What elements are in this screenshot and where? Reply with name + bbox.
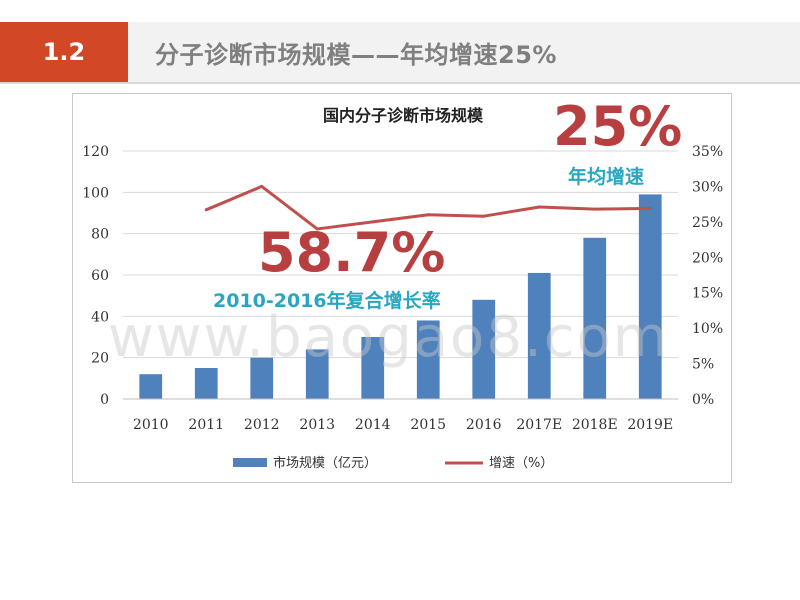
y-right-tick-label: 5% xyxy=(692,357,714,373)
y-right-tick-label: 10% xyxy=(692,321,723,337)
y-left-tick-label: 20 xyxy=(91,351,109,367)
growth-point-2018E xyxy=(593,207,597,211)
legend-line-label: 增速（%） xyxy=(489,456,553,471)
chart-frame: 国内分子诊断市场规模 0 20 40 60 80 100 120 0% 5% 10% 15% 20%… xyxy=(72,93,732,483)
y-left-tick-label: 0 xyxy=(100,392,109,408)
section-number: 1.2 xyxy=(0,22,128,82)
x-tick-label: 2018E xyxy=(572,417,618,433)
growth-label: 年均增速 xyxy=(568,166,645,188)
y-left-tick-label: 60 xyxy=(91,268,109,284)
growth-point-2014 xyxy=(371,220,375,224)
growth-point-2011 xyxy=(204,208,208,212)
y-left-tick-label: 100 xyxy=(82,185,109,201)
x-tick-label: 2013 xyxy=(299,417,335,433)
y-right-tick-label: 15% xyxy=(692,286,723,302)
y-right-tick-label: 30% xyxy=(692,179,723,195)
bar-2017E xyxy=(527,272,551,399)
x-tick-label: 2015 xyxy=(410,417,446,433)
growth-point-2016 xyxy=(482,214,486,218)
growth-point-2013 xyxy=(315,227,319,231)
x-axis: 2010 2011 2012 2013 2014 2015 2016 2017E 2018E 20… xyxy=(123,398,678,433)
y-right-tick-label: 0% xyxy=(692,392,714,408)
x-tick-label: 2016 xyxy=(466,417,502,433)
x-tick-label: 2014 xyxy=(355,417,391,433)
header-divider xyxy=(0,82,800,84)
x-tick-label: 2011 xyxy=(188,417,224,433)
bar-2015 xyxy=(416,320,440,399)
line-series xyxy=(204,184,652,231)
bar-series xyxy=(139,194,662,399)
bar-2016 xyxy=(472,299,496,399)
bar-2013 xyxy=(305,349,329,399)
growth-value: 25% xyxy=(553,95,683,158)
bar-2011 xyxy=(194,368,218,399)
bar-2012 xyxy=(250,357,274,399)
y-left-tick-label: 120 xyxy=(82,144,109,160)
y-left-tick-label: 40 xyxy=(91,309,109,325)
y-right-tick-label: 20% xyxy=(692,250,723,266)
legend: 市场规模（亿元） 增速（%） xyxy=(233,455,553,471)
growth-point-2012 xyxy=(260,184,264,188)
cagr-value: 58.7% xyxy=(258,221,446,284)
bar-2018E xyxy=(583,237,607,399)
y-right-tick-label: 35% xyxy=(692,144,723,160)
x-tick-label: 2017E xyxy=(516,417,562,433)
growth-point-2015 xyxy=(426,213,430,217)
x-tick-label: 2012 xyxy=(244,417,280,433)
x-tick-label: 2019E xyxy=(627,417,673,433)
y-right-tick-label: 25% xyxy=(692,215,723,231)
y-axis-right: 0% 5% 10% 15% 20% 25% 30% 35% xyxy=(692,144,723,408)
combo-chart: 国内分子诊断市场规模 0 20 40 60 80 100 120 0% 5% 10% 15% 20%… xyxy=(82,106,723,471)
bar-2019E xyxy=(638,194,662,399)
growth-point-2019E xyxy=(648,206,652,210)
x-tick-label: 2010 xyxy=(133,417,169,433)
legend-bar-label: 市场规模（亿元） xyxy=(273,455,377,471)
chart-title: 国内分子诊断市场规模 xyxy=(323,106,484,125)
cagr-label: 2010-2016年复合增长率 xyxy=(213,290,441,312)
header-band xyxy=(0,22,800,82)
growth-point-2017E xyxy=(537,205,541,209)
legend-bar-swatch xyxy=(233,458,267,467)
bar-2010 xyxy=(139,374,163,399)
y-axis-left: 0 20 40 60 80 100 120 xyxy=(82,144,109,408)
bar-2014 xyxy=(361,337,385,399)
slide-title: 分子诊断市场规模——年均增速25% xyxy=(155,40,557,69)
y-left-tick-label: 80 xyxy=(91,227,109,243)
